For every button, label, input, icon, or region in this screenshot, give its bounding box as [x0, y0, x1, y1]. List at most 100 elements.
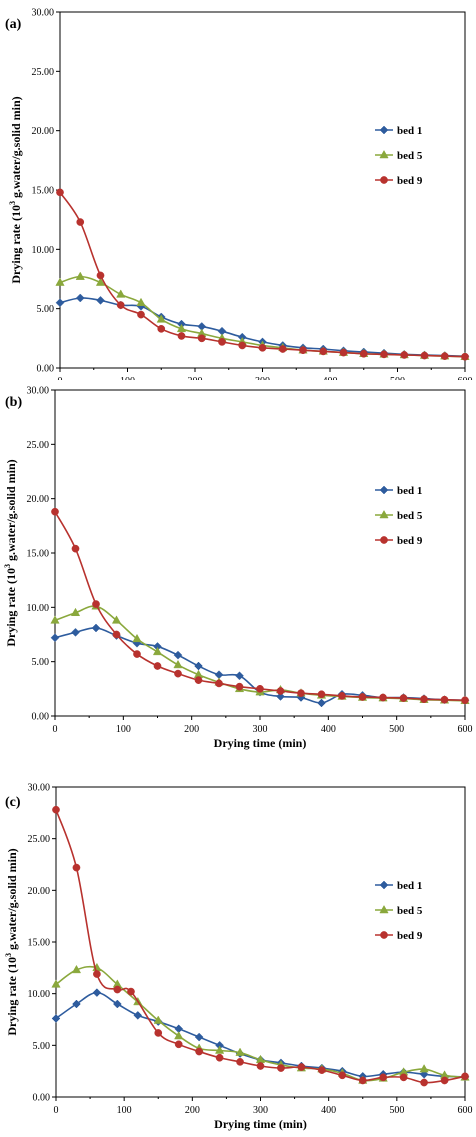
panel-label: (b): [5, 395, 22, 410]
legend-item: bed 1: [375, 880, 422, 892]
plot-area-frame: [55, 786, 466, 1098]
data-point: [136, 297, 146, 306]
x-axis-label: Drying time (min): [214, 1117, 307, 1131]
data-point: [91, 623, 101, 633]
y-tick-label: 15.00: [27, 549, 50, 560]
x-axis-label: Drying time (min): [214, 736, 307, 750]
data-point: [194, 661, 203, 671]
data-point: [440, 1076, 449, 1085]
plot-area-frame: [59, 11, 466, 369]
x-tick-label: 300: [253, 724, 268, 735]
data-point: [92, 600, 100, 608]
data-point: [276, 692, 285, 701]
y-tick-label: 25.00: [32, 67, 55, 78]
data-point: [152, 646, 163, 656]
data-point: [194, 1032, 204, 1042]
legend-label: bed 9: [397, 175, 423, 187]
x-tick-label: 0: [54, 1105, 59, 1116]
data-point: [112, 630, 121, 639]
legend-label: bed 9: [397, 535, 423, 547]
x-tick-label: 0: [58, 376, 63, 380]
data-point: [55, 277, 65, 286]
data-point: [297, 689, 305, 698]
legend-marker: [380, 176, 388, 184]
data-point: [358, 693, 367, 701]
y-tick-label: 20.00: [32, 126, 55, 137]
data-point: [197, 334, 206, 343]
data-point: [93, 970, 101, 978]
data-point: [235, 682, 244, 691]
data-point: [238, 341, 247, 350]
data-point: [399, 1073, 408, 1082]
data-point: [177, 332, 186, 340]
data-point: [215, 1053, 224, 1062]
legend-label: bed 1: [397, 880, 422, 892]
y-tick-label: 5.00: [32, 657, 50, 668]
data-point: [317, 690, 326, 699]
plot-area-frame: [54, 389, 466, 717]
x-tick-label: 0: [53, 724, 58, 735]
data-point: [76, 218, 85, 226]
data-point: [176, 323, 187, 333]
x-tick-label: 200: [185, 1105, 200, 1116]
legend-item: bed 5: [375, 904, 423, 917]
series-line: [59, 191, 466, 358]
x-tick-label: 500: [389, 1105, 404, 1116]
data-point: [52, 805, 60, 814]
data-point: [235, 1047, 245, 1056]
legend-label: bed 5: [397, 510, 423, 522]
x-tick-label: 600: [458, 1105, 473, 1116]
data-point: [116, 301, 125, 309]
x-tick-label: 500: [389, 724, 404, 735]
x-tick-label: 100: [117, 1105, 132, 1116]
data-point: [379, 1073, 388, 1082]
legend-item: bed 5: [375, 509, 423, 522]
data-point: [51, 1014, 61, 1023]
data-point: [153, 662, 162, 670]
legend-marker: [379, 485, 389, 495]
legend-label: bed 5: [397, 150, 423, 162]
data-point: [215, 679, 223, 688]
x-tick-label: 100: [116, 724, 131, 735]
data-point: [461, 696, 469, 705]
data-point: [95, 277, 106, 286]
data-point: [256, 684, 264, 693]
data-point: [400, 351, 409, 359]
data-point: [71, 964, 82, 974]
data-point: [157, 324, 166, 333]
y-tick-label: 15.00: [28, 938, 51, 949]
y-tick-label: 5.00: [37, 304, 55, 315]
data-point: [195, 1047, 203, 1056]
data-point: [75, 271, 85, 280]
y-tick-label: 0.00: [33, 1093, 51, 1104]
data-point: [258, 343, 267, 352]
series-line: [55, 809, 466, 1084]
data-point: [278, 345, 287, 353]
data-point: [174, 1040, 183, 1049]
y-tick-label: 10.00: [27, 603, 50, 614]
data-point: [50, 633, 60, 643]
data-point: [96, 296, 105, 305]
y-axis-label: Drying rate (103 g.water/g.solid min): [8, 96, 23, 283]
x-tick-label: 200: [188, 376, 203, 380]
data-point: [276, 687, 285, 695]
legend-marker: [379, 904, 389, 914]
x-tick-label: 500: [390, 376, 405, 380]
legend-item: bed 9: [375, 930, 423, 942]
legend-item: bed 9: [375, 175, 423, 187]
x-tick-label: 400: [321, 724, 336, 735]
panel-label: (a): [5, 17, 22, 32]
data-point: [153, 1015, 163, 1024]
legend-item: bed 9: [375, 535, 423, 547]
panel-label: (c): [5, 795, 21, 810]
data-point: [420, 351, 429, 360]
data-point: [379, 693, 387, 702]
data-point: [133, 650, 141, 658]
y-tick-label: 0.00: [32, 712, 50, 723]
y-tick-label: 5.00: [33, 1041, 51, 1052]
data-point: [339, 348, 348, 357]
y-tick-label: 0.00: [37, 364, 55, 375]
data-point: [174, 669, 182, 678]
legend-label: bed 1: [397, 485, 422, 497]
series-bed-9: [52, 805, 469, 1087]
